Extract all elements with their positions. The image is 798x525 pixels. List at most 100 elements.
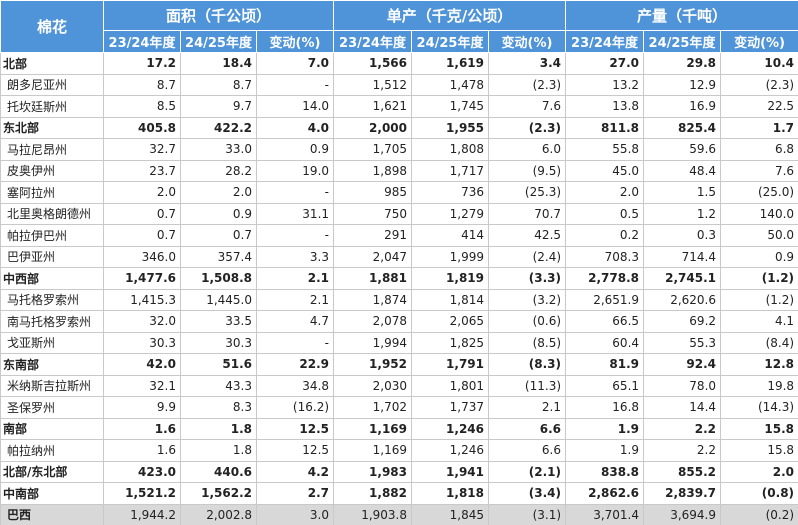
row-label: 北部/东北部 bbox=[0, 460, 104, 483]
table-cell: 2,002.8 bbox=[180, 503, 257, 525]
table-cell: 2,778.8 bbox=[565, 267, 645, 290]
table-cell: 14.0 bbox=[255, 95, 335, 118]
table-cell: 7.6 bbox=[488, 95, 567, 118]
row-label: 托坎廷斯州 bbox=[0, 95, 104, 118]
table-cell: 22.9 bbox=[255, 353, 335, 376]
table-cell: (3.1) bbox=[488, 503, 567, 525]
table-cell: 1,562.2 bbox=[180, 482, 257, 505]
table-cell: (1.2) bbox=[720, 267, 798, 290]
table-cell: 33.0 bbox=[180, 138, 257, 161]
table-cell: - bbox=[255, 181, 335, 204]
table-cell: (3.3) bbox=[488, 267, 567, 290]
table-cell: 2.1 bbox=[255, 267, 335, 290]
table-cell: 1.7 bbox=[720, 116, 798, 139]
table-cell: 30.3 bbox=[103, 331, 181, 354]
table-row: 北里奥格朗德州 0.7 0.9 31.1 750 1,279 70.7 0.5 1.2 140.0 bbox=[0, 202, 798, 225]
table-cell: 3,694.9 bbox=[643, 503, 722, 525]
table-cell: 4.1 bbox=[720, 310, 798, 333]
table-cell: 65.1 bbox=[565, 374, 645, 397]
table-cell: 13.8 bbox=[565, 95, 645, 118]
table-cell: 0.7 bbox=[103, 202, 181, 225]
table-cell: 32.1 bbox=[103, 374, 181, 397]
table-cell: 2.0 bbox=[565, 181, 645, 204]
table-cell: (2.4) bbox=[488, 245, 567, 268]
table-cell: 1,801 bbox=[411, 374, 490, 397]
table-cell: 1,994 bbox=[333, 331, 413, 354]
sub-header: 变动(%) bbox=[488, 30, 567, 53]
table-cell: 4.0 bbox=[255, 116, 335, 139]
table-cell: - bbox=[255, 224, 335, 247]
table-cell: 1,169 bbox=[333, 439, 413, 462]
table-cell: (1.2) bbox=[720, 288, 798, 311]
table-cell: 1,999 bbox=[411, 245, 490, 268]
row-label: 东北部 bbox=[0, 116, 104, 139]
table-cell: 1.2 bbox=[643, 202, 722, 225]
table-cell: (25.3) bbox=[488, 181, 567, 204]
table-cell: 2.2 bbox=[643, 439, 722, 462]
table-cell: 8.3 bbox=[180, 396, 257, 419]
table-cell: 31.1 bbox=[255, 202, 335, 225]
row-label: 皮奥伊州 bbox=[0, 159, 104, 182]
table-row: 马拉尼昂州 32.7 33.0 0.9 1,705 1,808 6.0 55.8 59.6 6.8 bbox=[0, 138, 798, 161]
header-row: 23/24年度 24/25年度 变动(%) 23/24年度 24/25年度 变动(%) 23… bbox=[1, 30, 798, 53]
table-row: 朗多尼亚州 8.7 8.7-1,512 1,478 (2.3) 13.2 12.9 (2.3) bbox=[0, 73, 798, 96]
table-cell: 2,047 bbox=[333, 245, 413, 268]
table-cell: 0.5 bbox=[565, 202, 645, 225]
table-cell: 1,881 bbox=[333, 267, 413, 290]
table-cell: 1,845 bbox=[411, 503, 490, 525]
table-row: 中西部 1,477.6 1,508.8 2.1 1,881 1,819 (3.3) 2,778… bbox=[0, 267, 798, 290]
sub-header: 24/25年度 bbox=[180, 30, 257, 53]
table-cell: 23.7 bbox=[103, 159, 181, 182]
table-row: 巴西 1,944.2 2,002.8 3.0 1,903.8 1,845 (3.1) 3,70… bbox=[0, 503, 798, 525]
table-cell: 2.2 bbox=[643, 417, 722, 440]
row-label: 戈亚斯州 bbox=[0, 331, 104, 354]
table-cell: 2,078 bbox=[333, 310, 413, 333]
table-cell: 1,246 bbox=[411, 417, 490, 440]
table-cell: 1,882 bbox=[333, 482, 413, 505]
table-cell: 1,512 bbox=[333, 73, 413, 96]
table-cell: 1,566 bbox=[333, 52, 413, 75]
row-label: 巴伊亚州 bbox=[0, 245, 104, 268]
table-cell: 0.9 bbox=[180, 202, 257, 225]
table-cell: 3.0 bbox=[255, 503, 335, 525]
header-cell: 棉花 bbox=[0, 0, 104, 53]
table-cell: 750 bbox=[333, 202, 413, 225]
table-cell: 291 bbox=[333, 224, 413, 247]
sub-header: 24/25年度 bbox=[643, 30, 722, 53]
table-cell: 13.2 bbox=[565, 73, 645, 96]
table-row: 北部/东北部 423.0 440.6 4.2 1,983 1,941 (2.1) 838.8 8… bbox=[0, 460, 798, 483]
row-label: 帕拉伊巴州 bbox=[0, 224, 104, 247]
table-cell: 0.2 bbox=[565, 224, 645, 247]
table-cell: 2.1 bbox=[255, 288, 335, 311]
table-row: 中南部 1,521.2 1,562.2 2.7 1,882 1,818 (3.4) 2,862… bbox=[0, 482, 798, 505]
table-cell: 55.8 bbox=[565, 138, 645, 161]
table-cell: (2.3) bbox=[488, 116, 567, 139]
table-cell: 1.9 bbox=[565, 417, 645, 440]
table-cell: 6.8 bbox=[720, 138, 798, 161]
table-cell: 28.2 bbox=[180, 159, 257, 182]
table-row: 圣保罗州 9.9 8.3 (16.2) 1,702 1,737 2.1 16.8 14.4 (14… bbox=[0, 396, 798, 419]
table-cell: 1,521.2 bbox=[103, 482, 181, 505]
table-cell: 0.9 bbox=[255, 138, 335, 161]
table-cell: (25.0) bbox=[720, 181, 798, 204]
table-cell: 736 bbox=[411, 181, 490, 204]
table-cell: 12.5 bbox=[255, 439, 335, 462]
table-row: 皮奥伊州 23.7 28.2 19.0 1,898 1,717 (9.5) 45.0 48.4 7… bbox=[0, 159, 798, 182]
table-cell: 1,983 bbox=[333, 460, 413, 483]
table-cell: (2.3) bbox=[488, 73, 567, 96]
header-row: 棉花 面积（千公顷） 单产（千克/公顷） 产量（千吨） bbox=[0, 0, 798, 53]
row-label: 北部 bbox=[0, 52, 104, 75]
table-cell: 6.6 bbox=[488, 417, 567, 440]
table-cell: 1,903.8 bbox=[333, 503, 413, 525]
table-cell: 69.2 bbox=[643, 310, 722, 333]
table-cell: 2,651.9 bbox=[565, 288, 645, 311]
row-label: 塞阿拉州 bbox=[0, 181, 104, 204]
table-cell: 1,898 bbox=[333, 159, 413, 182]
table-cell: 0.7 bbox=[180, 224, 257, 247]
table-cell: 1,955 bbox=[411, 116, 490, 139]
table-cell: 1,508.8 bbox=[180, 267, 257, 290]
table-cell: 66.5 bbox=[565, 310, 645, 333]
table-cell: 1,791 bbox=[411, 353, 490, 376]
